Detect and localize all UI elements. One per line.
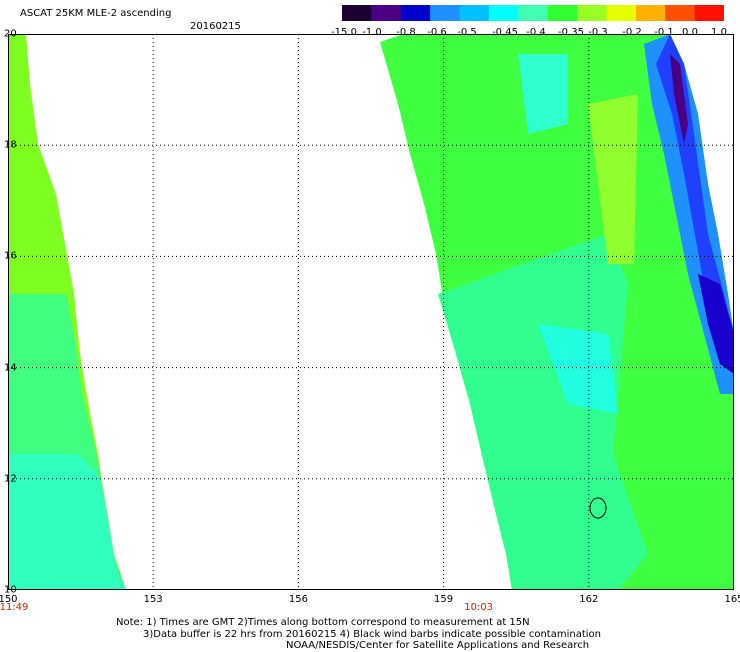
colorbar-swatch	[694, 5, 724, 21]
colorbar-label: -0.35	[558, 27, 584, 38]
colorbar-label: -0.2	[622, 27, 642, 38]
y-tick-label: 14	[4, 362, 17, 374]
x-tick-label: 162	[579, 594, 599, 605]
contamination-contour	[589, 497, 607, 519]
note-line-1: Note: 1) Times are GMT 2)Times along bot…	[116, 617, 530, 628]
x-tick-label: 153	[143, 594, 163, 605]
note-line-2: 3)Data buffer is 22 hrs from 20160215 4)…	[143, 628, 601, 640]
note-line-3: NOAA/NESDIS/Center for Satellite Applica…	[286, 640, 590, 651]
colorbar-swatch	[518, 5, 549, 21]
plot-frame	[8, 34, 734, 590]
x-tick-label: 150	[0, 594, 18, 605]
y-tick-label: 20	[4, 28, 17, 40]
colorbar-label: -0.3	[588, 27, 608, 38]
date-label: 20160215	[190, 21, 241, 32]
colorbar-swatch	[635, 5, 666, 21]
swath-left-cyan	[8, 454, 126, 590]
swath-right-blob2	[538, 324, 618, 414]
colorbar-swatch	[606, 5, 637, 21]
colorbar-label: -1.0	[362, 27, 382, 38]
swath-right-purple	[670, 54, 688, 144]
colorbar-swatch	[577, 5, 608, 21]
colorbar-label: -15.0	[331, 27, 357, 38]
colorbar	[342, 5, 724, 21]
colorbar-swatch	[488, 5, 519, 21]
swath-right-navy	[698, 274, 734, 374]
y-tick-label: 10	[4, 584, 17, 596]
swath-right-blob	[518, 54, 568, 134]
colorbar-swatch	[430, 5, 461, 21]
x-tick-label: 159	[434, 594, 454, 605]
colorbar-swatch	[459, 5, 490, 21]
y-tick-label: 18	[4, 139, 17, 151]
colorbar-swatch	[665, 5, 696, 21]
x-tick-label: 165	[724, 594, 740, 605]
colorbar-label: 1.0	[711, 27, 727, 38]
colorbar-swatch	[547, 5, 578, 21]
y-tick-label: 16	[4, 250, 17, 262]
colorbar-label: -0.45	[492, 27, 518, 38]
colorbar-swatch	[400, 5, 431, 21]
colorbar-swatch	[371, 5, 402, 21]
swath-right-cyan	[438, 234, 648, 590]
colorbar-label: -0.4	[526, 27, 546, 38]
title: ASCAT 25KM MLE-2 ascending	[20, 8, 172, 19]
colorbar-label: -0.6	[427, 27, 447, 38]
swath-time-label: 10:03	[464, 602, 494, 613]
colorbar-swatch	[342, 5, 372, 21]
x-tick-label: 156	[288, 594, 308, 605]
colorbar-label: 0.0	[682, 27, 698, 38]
y-tick-label: 12	[4, 473, 17, 485]
colorbar-label: -0.5	[457, 27, 477, 38]
colorbar-label: -0.1	[654, 27, 674, 38]
colorbar-label: -0.8	[396, 27, 416, 38]
notes: Note: 1) Times are GMT 2)Times along bot…	[116, 617, 601, 652]
map-plot	[8, 34, 734, 590]
swath-right-yellowgreen	[588, 94, 638, 264]
swath-time-label: 11:49	[0, 602, 29, 613]
